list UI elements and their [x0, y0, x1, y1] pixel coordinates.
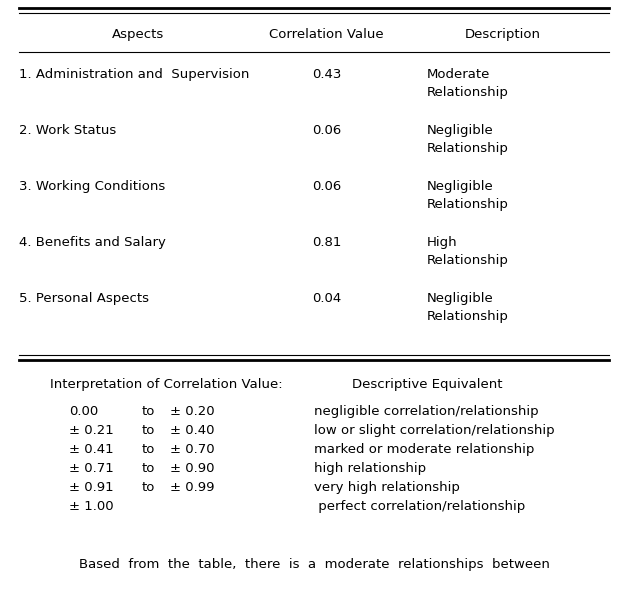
- Text: 0.00: 0.00: [69, 405, 99, 418]
- Text: 3. Working Conditions: 3. Working Conditions: [19, 180, 165, 193]
- Text: to: to: [141, 405, 154, 418]
- Text: negligible correlation/relationship: negligible correlation/relationship: [314, 405, 539, 418]
- Text: ± 0.91: ± 0.91: [69, 481, 114, 494]
- Text: Moderate
Relationship: Moderate Relationship: [427, 68, 509, 99]
- Text: ± 0.70: ± 0.70: [170, 443, 214, 456]
- Text: Correlation Value: Correlation Value: [269, 28, 384, 41]
- Text: 0.81: 0.81: [312, 236, 341, 249]
- Text: very high relationship: very high relationship: [314, 481, 460, 494]
- Text: to: to: [141, 462, 154, 475]
- Text: Descriptive Equivalent: Descriptive Equivalent: [352, 378, 502, 391]
- Text: 0.43: 0.43: [312, 68, 341, 81]
- Text: ± 0.20: ± 0.20: [170, 405, 214, 418]
- Text: Aspects: Aspects: [112, 28, 165, 41]
- Text: ± 0.21: ± 0.21: [69, 424, 114, 437]
- Text: Negligible
Relationship: Negligible Relationship: [427, 292, 509, 323]
- Text: Description: Description: [464, 28, 541, 41]
- Text: 5. Personal Aspects: 5. Personal Aspects: [19, 292, 149, 305]
- Text: Based  from  the  table,  there  is  a  moderate  relationships  between: Based from the table, there is a moderat…: [78, 558, 550, 571]
- Text: Interpretation of Correlation Value:: Interpretation of Correlation Value:: [50, 378, 283, 391]
- Text: ± 0.71: ± 0.71: [69, 462, 114, 475]
- Text: ± 0.90: ± 0.90: [170, 462, 214, 475]
- Text: marked or moderate relationship: marked or moderate relationship: [314, 443, 534, 456]
- Text: to: to: [141, 481, 154, 494]
- Text: ± 0.41: ± 0.41: [69, 443, 114, 456]
- Text: 0.06: 0.06: [312, 124, 341, 137]
- Text: 0.04: 0.04: [312, 292, 341, 305]
- Text: ± 0.40: ± 0.40: [170, 424, 214, 437]
- Text: ± 0.99: ± 0.99: [170, 481, 214, 494]
- Text: low or slight correlation/relationship: low or slight correlation/relationship: [314, 424, 555, 437]
- Text: 0.06: 0.06: [312, 180, 341, 193]
- Text: Negligible
Relationship: Negligible Relationship: [427, 180, 509, 211]
- Text: to: to: [141, 424, 154, 437]
- Text: ± 1.00: ± 1.00: [69, 500, 114, 513]
- Text: 4. Benefits and Salary: 4. Benefits and Salary: [19, 236, 166, 249]
- Text: 1. Administration and  Supervision: 1. Administration and Supervision: [19, 68, 249, 81]
- Text: to: to: [141, 443, 154, 456]
- Text: Negligible
Relationship: Negligible Relationship: [427, 124, 509, 155]
- Text: perfect correlation/relationship: perfect correlation/relationship: [314, 500, 525, 513]
- Text: High
Relationship: High Relationship: [427, 236, 509, 267]
- Text: 2. Work Status: 2. Work Status: [19, 124, 116, 137]
- Text: high relationship: high relationship: [314, 462, 426, 475]
